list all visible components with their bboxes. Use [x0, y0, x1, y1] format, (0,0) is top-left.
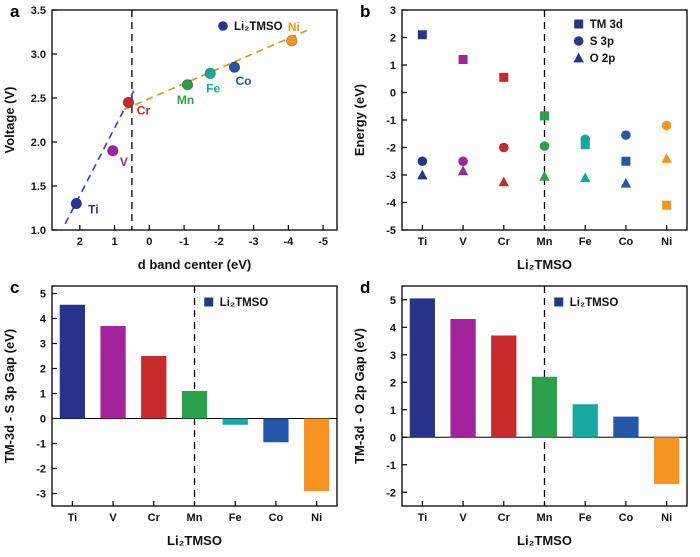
chart-voltage-vs-dband-center: 1.0 1.5 2.0 2.5 3.0 3.5 2 1 0 -1 -2 -3 -4 -5 Ti V Cr Mn Fe… — [2, 5, 338, 272]
svg-text:1: 1 — [40, 389, 46, 401]
svg-text:Ti: Ti — [88, 203, 98, 217]
svg-text:-3: -3 — [36, 489, 46, 501]
svg-text:Cr: Cr — [498, 512, 511, 524]
svg-text:4: 4 — [390, 322, 397, 334]
svg-text:Co: Co — [619, 236, 634, 248]
svg-text:Cr: Cr — [137, 103, 151, 117]
svg-text:Co: Co — [269, 512, 284, 524]
panel-b: b 3 2 1 0 -1 -2 -3 -4 -5 Ti V Cr Mn Fe Co Ni TM 3d S 3p O … — [350, 0, 700, 276]
svg-text:1.5: 1.5 — [31, 181, 46, 193]
svg-text:Fe: Fe — [229, 512, 242, 524]
svg-text:Li₂TMSO: Li₂TMSO — [517, 533, 572, 548]
svg-text:1: 1 — [390, 60, 396, 72]
svg-text:Ti: Ti — [418, 512, 428, 524]
svg-text:0: 0 — [390, 432, 396, 444]
svg-text:d band center (eV): d band center (eV) — [138, 257, 251, 272]
svg-text:2: 2 — [390, 33, 396, 45]
svg-text:0: 0 — [390, 88, 396, 100]
svg-text:0: 0 — [40, 414, 46, 426]
svg-text:2: 2 — [77, 236, 83, 248]
svg-text:TM-3d - O 2p Gap (eV): TM-3d - O 2p Gap (eV) — [352, 328, 367, 464]
svg-text:-2: -2 — [386, 143, 396, 155]
panel-a-letter: a — [10, 2, 20, 21]
svg-text:3: 3 — [40, 339, 46, 351]
svg-text:1: 1 — [111, 236, 117, 248]
svg-text:Ti: Ti — [418, 236, 428, 248]
svg-text:5: 5 — [390, 295, 396, 307]
svg-text:Mn: Mn — [187, 512, 203, 524]
svg-text:Ni: Ni — [288, 20, 300, 34]
svg-text:V: V — [459, 512, 467, 524]
svg-text:S 3p: S 3p — [590, 36, 614, 48]
svg-text:Co: Co — [619, 512, 634, 524]
svg-text:Li₂TMSO: Li₂TMSO — [220, 297, 269, 309]
svg-text:-5: -5 — [386, 225, 396, 237]
svg-text:2.0: 2.0 — [31, 137, 46, 149]
svg-text:-4: -4 — [386, 198, 397, 210]
svg-text:2: 2 — [390, 377, 396, 389]
svg-text:Energy (eV): Energy (eV) — [352, 84, 367, 156]
svg-text:-1: -1 — [386, 115, 396, 127]
panel-d-letter: d — [360, 278, 371, 297]
svg-text:Ni: Ni — [661, 236, 672, 248]
svg-text:2.5: 2.5 — [31, 93, 46, 105]
svg-text:4: 4 — [40, 314, 47, 326]
svg-text:-1: -1 — [386, 460, 396, 472]
svg-text:-3: -3 — [386, 170, 396, 182]
svg-text:Cr: Cr — [498, 236, 511, 248]
svg-text:1: 1 — [390, 405, 396, 417]
svg-text:TM 3d: TM 3d — [590, 19, 623, 31]
svg-text:3.0: 3.0 — [31, 49, 46, 61]
svg-text:5: 5 — [40, 289, 46, 301]
svg-text:-3: -3 — [249, 236, 259, 248]
svg-text:Fe: Fe — [579, 236, 592, 248]
svg-text:-1: -1 — [36, 439, 46, 451]
svg-text:V: V — [459, 236, 467, 248]
panel-d: d 5 4 3 2 1 0 -1 -2 Ti V Cr Mn Fe Co Ni Li₂TMSO Li₂TMSO T… — [350, 276, 700, 552]
svg-text:Li₂TMSO: Li₂TMSO — [167, 533, 222, 548]
chart-tm3d-o2p-gap-bars: 5 4 3 2 1 0 -1 -2 Ti V Cr Mn Fe Co Ni Li₂TMSO Li₂TMSO TM-… — [352, 285, 688, 548]
svg-text:-1: -1 — [179, 236, 189, 248]
svg-text:Mn: Mn — [537, 236, 553, 248]
svg-text:V: V — [120, 155, 128, 169]
svg-text:3: 3 — [390, 350, 396, 362]
panel-b-letter: b — [360, 2, 371, 21]
svg-text:Ni: Ni — [311, 512, 322, 524]
svg-text:-2: -2 — [36, 464, 46, 476]
panel-a: a 1.0 1.5 2.0 2.5 3.0 3.5 2 1 0 -1 -2 -3 -4 -5 Ti V Cr Mn… — [0, 0, 350, 276]
chart-tm3d-s3p-gap-bars: 5 4 3 2 1 0 -1 -2 -3 Ti V Cr Mn Fe Co Ni Li₂TMSO Li₂TMSO T… — [2, 285, 338, 548]
svg-text:-5: -5 — [318, 236, 328, 248]
svg-text:Li₂TMSO: Li₂TMSO — [234, 21, 283, 33]
panel-c-letter: c — [10, 278, 20, 297]
svg-text:Co: Co — [235, 74, 251, 88]
svg-text:Ti: Ti — [68, 512, 78, 524]
svg-text:Li₂TMSO: Li₂TMSO — [517, 257, 572, 272]
svg-text:Cr: Cr — [148, 512, 161, 524]
svg-text:Fe: Fe — [579, 512, 592, 524]
svg-text:-4: -4 — [283, 236, 294, 248]
svg-text:Li₂TMSO: Li₂TMSO — [570, 297, 619, 309]
svg-text:0: 0 — [146, 236, 152, 248]
svg-text:O 2p: O 2p — [590, 53, 616, 65]
svg-text:1.0: 1.0 — [31, 225, 46, 237]
svg-text:3.5: 3.5 — [31, 5, 46, 17]
svg-text:TM-3d - S 3p Gap (eV): TM-3d - S 3p Gap (eV) — [2, 329, 17, 463]
svg-text:Voltage (V): Voltage (V) — [2, 87, 17, 154]
svg-text:Mn: Mn — [177, 93, 194, 107]
svg-text:-2: -2 — [214, 236, 224, 248]
chart-orbital-energies: 3 2 1 0 -1 -2 -3 -4 -5 Ti V Cr Mn Fe Co Ni TM 3d S 3p O 2p… — [352, 5, 688, 272]
svg-text:3: 3 — [390, 5, 396, 17]
svg-text:Mn: Mn — [537, 512, 553, 524]
svg-text:Fe: Fe — [206, 81, 220, 95]
svg-text:2: 2 — [40, 364, 46, 376]
svg-text:-2: -2 — [386, 487, 396, 499]
svg-text:Ni: Ni — [661, 512, 672, 524]
panel-c: c 5 4 3 2 1 0 -1 -2 -3 Ti V Cr Mn Fe Co Ni Li₂TMSO Li₂TMS… — [0, 276, 350, 552]
svg-text:V: V — [109, 512, 117, 524]
